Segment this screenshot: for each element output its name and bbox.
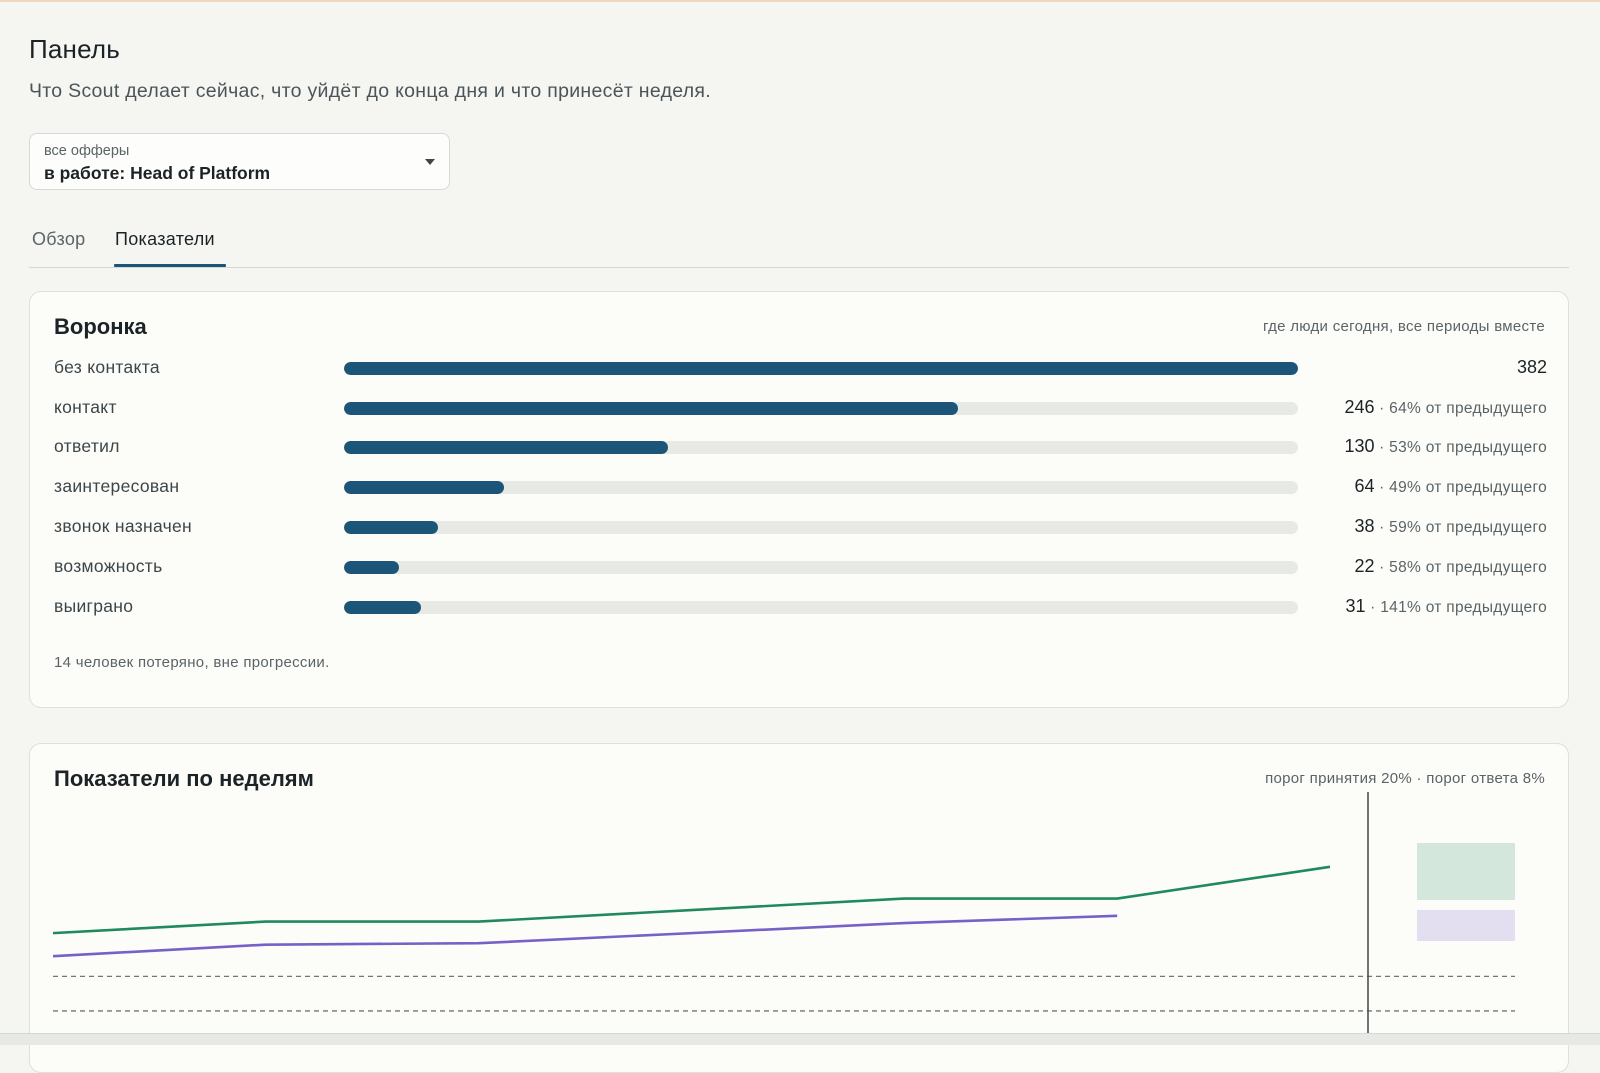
chevron-down-icon xyxy=(425,159,435,165)
funnel-bar-fill xyxy=(344,362,1298,375)
funnel-stage-label: без контакта xyxy=(54,357,160,377)
offer-select-value: в работе: Head of Platform xyxy=(44,163,271,183)
funnel-bar-fill xyxy=(344,402,959,415)
funnel-stage-stat: 31 · 141% от предыдущего xyxy=(1346,596,1547,617)
funnel-stage-stat: 22 · 58% от предыдущего xyxy=(1354,556,1547,577)
funnel-row-opportunity: возможность 22 · 58% от предыдущего xyxy=(30,553,1570,581)
funnel-bar-track xyxy=(344,362,1298,375)
funnel-stage-count: 31 xyxy=(1345,596,1366,616)
funnel-bar-track xyxy=(344,481,1298,494)
weekly-line-chart xyxy=(52,792,1515,1044)
series-line-2 xyxy=(52,914,1118,958)
weekly-note: порог принятия 20% · порог ответа 8% xyxy=(1265,770,1545,787)
weekly-title: Показатели по неделям xyxy=(54,766,314,791)
funnel-bar-track xyxy=(344,561,1298,574)
funnel-card: Воронка где люди сегодня, все периоды вм… xyxy=(29,291,1569,708)
funnel-stage-count: 246 xyxy=(1344,397,1375,417)
weekly-metrics-card: Показатели по неделям порог принятия 20%… xyxy=(29,743,1569,1073)
tab-bar: Обзор Показатели xyxy=(29,222,1569,268)
funnel-stage-count: 64 xyxy=(1354,476,1375,496)
funnel-stage-conversion: · 141% от предыдущего xyxy=(1365,599,1547,616)
funnel-stage-label: заинтересован xyxy=(54,476,180,496)
legend-swatch-green xyxy=(1417,843,1515,900)
offer-select-label: все офферы xyxy=(44,143,130,159)
funnel-stage-count: 22 xyxy=(1354,556,1375,576)
funnel-row-call-scheduled: звонок назначен 38 · 59% от предыдущего xyxy=(30,513,1570,541)
funnel-bar-track xyxy=(344,521,1298,534)
funnel-bar-track xyxy=(344,441,1298,454)
funnel-bar-fill xyxy=(344,441,669,454)
funnel-bar-fill xyxy=(344,521,439,534)
funnel-stage-label: контакт xyxy=(54,397,117,417)
funnel-stage-stat: 246 · 64% от предыдущего xyxy=(1344,397,1547,418)
funnel-bar-track xyxy=(344,402,1298,415)
series-line-1 xyxy=(52,865,1331,935)
funnel-row-contact: контакт 246 · 64% от предыдущего xyxy=(30,394,1570,422)
funnel-stage-label: звонок назначен xyxy=(54,516,193,536)
funnel-stage-label: возможность xyxy=(54,556,163,576)
tab-overview[interactable]: Обзор xyxy=(32,229,86,249)
funnel-stage-label: ответил xyxy=(54,436,120,456)
funnel-stage-count: 130 xyxy=(1344,436,1375,456)
funnel-stage-stat: 38 · 59% от предыдущего xyxy=(1354,516,1547,537)
funnel-stage-count: 38 xyxy=(1354,516,1375,536)
funnel-title: Воронка xyxy=(54,314,147,339)
funnel-bar-fill xyxy=(344,481,505,494)
funnel-bar-track xyxy=(344,601,1298,614)
active-tab-indicator xyxy=(114,264,226,267)
page-title: Панель xyxy=(29,34,121,64)
funnel-stage-stat: 382 xyxy=(1517,357,1547,378)
funnel-stage-conversion: · 53% от предыдущего xyxy=(1374,439,1547,456)
funnel-row-interested: заинтересован 64 · 49% от предыдущего xyxy=(30,473,1570,501)
funnel-row-replied: ответил 130 · 53% от предыдущего xyxy=(30,433,1570,461)
funnel-footer: 14 человек потеряно, вне прогрессии. xyxy=(54,654,330,671)
funnel-bar-fill xyxy=(344,561,400,574)
funnel-stage-conversion: · 49% от предыдущего xyxy=(1374,479,1547,496)
funnel-stage-count: 382 xyxy=(1516,357,1547,377)
funnel-stage-stat: 130 · 53% от предыдущего xyxy=(1344,436,1547,457)
legend-swatch-purple xyxy=(1417,910,1515,941)
funnel-stage-conversion: · 59% от предыдущего xyxy=(1374,519,1547,536)
funnel-stage-conversion: · 64% от предыдущего xyxy=(1374,400,1547,417)
offer-select[interactable]: все офферы в работе: Head of Platform xyxy=(29,133,450,190)
funnel-stage-conversion: · 58% от предыдущего xyxy=(1374,559,1547,576)
top-accent-line xyxy=(0,0,1600,2)
funnel-note: где люди сегодня, все периоды вместе xyxy=(1262,318,1545,335)
tab-metrics[interactable]: Показатели xyxy=(115,229,215,249)
funnel-row-no-contact: без контакта 382 xyxy=(30,354,1570,382)
funnel-stage-label: выиграно xyxy=(54,596,134,616)
page-subtitle: Что Scout делает сейчас, что уйдёт до ко… xyxy=(29,80,711,102)
funnel-row-won: выиграно 31 · 141% от предыдущего xyxy=(30,593,1570,621)
funnel-stage-stat: 64 · 49% от предыдущего xyxy=(1354,476,1547,497)
bottom-scroll-edge xyxy=(0,1033,1600,1045)
funnel-bar-fill xyxy=(344,601,422,614)
